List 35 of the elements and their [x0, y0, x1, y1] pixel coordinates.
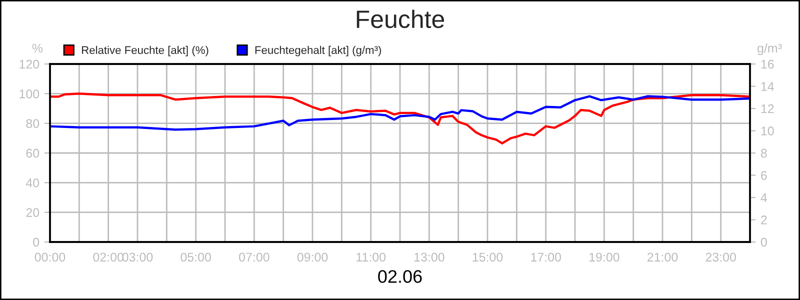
- y2-tick-label: 8: [760, 148, 767, 158]
- x-tick-label: 15:00: [472, 252, 503, 262]
- x-tick-label: 02:00: [93, 252, 124, 262]
- y2-axis-title: g/m³: [758, 43, 782, 56]
- y2-tick-label: 0: [760, 238, 767, 247]
- chart-title: Feuchte: [356, 10, 444, 28]
- x-tick-label: 21:00: [647, 252, 678, 262]
- x-tick-label: 00:00: [34, 252, 66, 262]
- x-tick-label: 09:00: [297, 252, 328, 262]
- y2-tick-label: 14: [761, 82, 774, 91]
- y-axis-title: %: [32, 44, 43, 53]
- y-tick-label: 0: [33, 238, 40, 247]
- y-tick-label: 20: [26, 208, 40, 217]
- y2-tick-label: 2: [761, 216, 767, 224]
- legend-label: Feuchtegehalt [akt] (g/m³): [255, 46, 382, 56]
- y2-tick-label: 16: [761, 60, 774, 69]
- x-tick-label: 11:00: [356, 252, 386, 262]
- y-tick-label: 80: [26, 119, 40, 128]
- x-tick-label: 23:00: [706, 252, 736, 262]
- y2-tick-label: 4: [760, 193, 768, 202]
- y-tick-label: 100: [20, 89, 40, 98]
- y2-tick-label: 10: [761, 126, 774, 136]
- y2-tick-label: 6: [761, 171, 767, 180]
- x-axis-title: 02.06: [378, 270, 422, 283]
- x-tick-label: 19:00: [589, 252, 620, 262]
- y-tick-label: 60: [26, 148, 40, 158]
- x-tick-label: 17:00: [531, 252, 561, 262]
- y-tick-label: 40: [26, 178, 40, 188]
- x-tick-label: 13:00: [414, 252, 444, 262]
- legend-label: Relative Feuchte [akt] (%): [82, 46, 208, 56]
- x-tick-label: 05:00: [180, 252, 211, 262]
- x-tick-label: 07:00: [239, 252, 270, 262]
- x-tick-label: 03:00: [122, 252, 153, 262]
- y2-tick-label: 12: [761, 104, 774, 114]
- y-tick-label: 120: [20, 60, 40, 69]
